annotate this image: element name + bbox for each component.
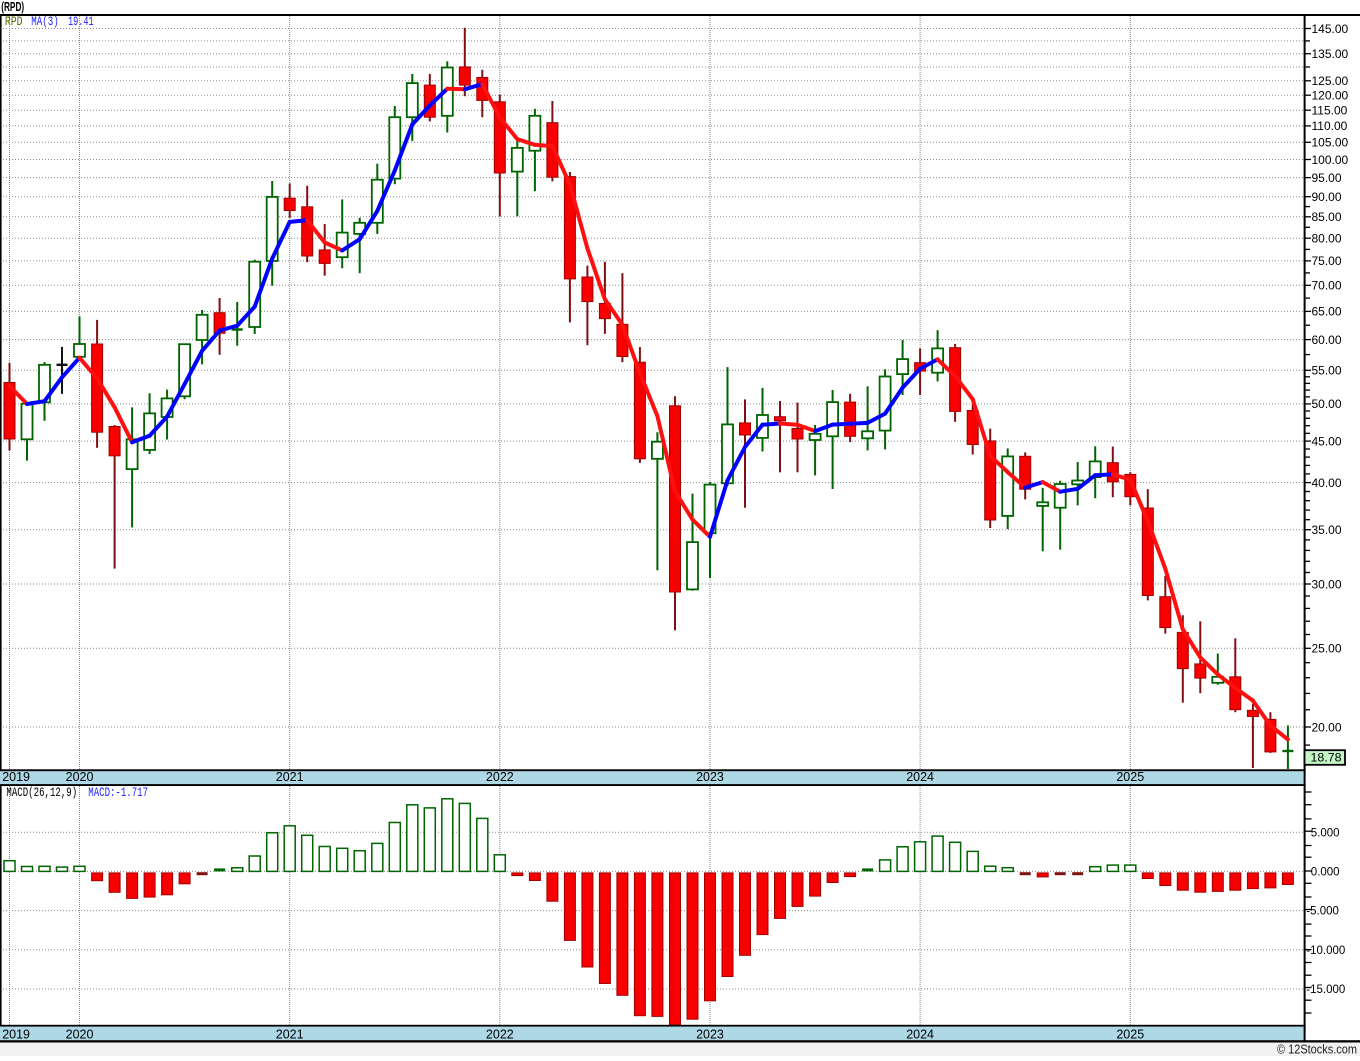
- svg-text:2025: 2025: [1116, 1028, 1144, 1042]
- svg-text:100.00: 100.00: [1312, 153, 1349, 167]
- svg-text:© 12Stocks.com: © 12Stocks.com: [1277, 1042, 1357, 1056]
- svg-text:MA(3): MA(3): [31, 15, 58, 29]
- svg-text:65.00: 65.00: [1312, 305, 1342, 319]
- svg-text:2020: 2020: [66, 770, 94, 784]
- svg-text:2023: 2023: [696, 1028, 724, 1042]
- svg-text:2023: 2023: [696, 770, 724, 784]
- svg-text:MACD(26,12,9): MACD(26,12,9): [6, 786, 77, 800]
- svg-text:95.00: 95.00: [1312, 171, 1342, 185]
- svg-text:2021: 2021: [276, 1028, 304, 1042]
- svg-text:50.00: 50.00: [1312, 397, 1342, 411]
- svg-text:(RPD): (RPD): [1, 0, 24, 14]
- svg-text:125.00: 125.00: [1312, 74, 1349, 88]
- svg-text:-10.000: -10.000: [1306, 945, 1345, 957]
- svg-text:25.00: 25.00: [1312, 642, 1342, 656]
- svg-text:MACD:-1.717: MACD:-1.717: [88, 786, 148, 800]
- svg-text:RPD: RPD: [5, 15, 23, 29]
- svg-text:2024: 2024: [906, 1028, 934, 1042]
- svg-text:55.00: 55.00: [1312, 364, 1342, 378]
- svg-text:2020: 2020: [66, 1028, 94, 1042]
- svg-text:90.00: 90.00: [1312, 190, 1342, 204]
- svg-text:5.000: 5.000: [1311, 827, 1340, 839]
- svg-text:0.000: 0.000: [1311, 867, 1340, 879]
- svg-text:40.00: 40.00: [1312, 476, 1342, 490]
- svg-text:2019: 2019: [2, 770, 30, 784]
- svg-text:145.00: 145.00: [1312, 22, 1349, 36]
- svg-text:35.00: 35.00: [1312, 523, 1342, 537]
- svg-text:80.00: 80.00: [1312, 231, 1342, 245]
- svg-text:-5.000: -5.000: [1306, 906, 1339, 918]
- svg-text:120.00: 120.00: [1312, 89, 1349, 103]
- svg-text:135.00: 135.00: [1312, 47, 1349, 61]
- svg-text:19.41: 19.41: [68, 15, 94, 29]
- svg-text:2021: 2021: [276, 770, 304, 784]
- svg-text:2019: 2019: [2, 1028, 30, 1042]
- svg-text:60.00: 60.00: [1312, 333, 1342, 347]
- svg-text:2022: 2022: [486, 1028, 514, 1042]
- svg-text:45.00: 45.00: [1312, 434, 1342, 448]
- svg-text:115.00: 115.00: [1312, 104, 1348, 118]
- svg-text:-15.000: -15.000: [1306, 984, 1345, 996]
- svg-text:18.78: 18.78: [1311, 751, 1342, 765]
- svg-text:2024: 2024: [906, 770, 934, 784]
- svg-text:30.00: 30.00: [1312, 577, 1342, 591]
- svg-text:85.00: 85.00: [1312, 210, 1342, 224]
- svg-text:70.00: 70.00: [1312, 279, 1342, 293]
- svg-text:105.00: 105.00: [1312, 136, 1349, 150]
- svg-text:2025: 2025: [1116, 770, 1144, 784]
- svg-text:2022: 2022: [486, 770, 514, 784]
- svg-text:75.00: 75.00: [1312, 254, 1342, 268]
- svg-text:110.00: 110.00: [1312, 119, 1348, 133]
- svg-text:20.00: 20.00: [1312, 720, 1342, 734]
